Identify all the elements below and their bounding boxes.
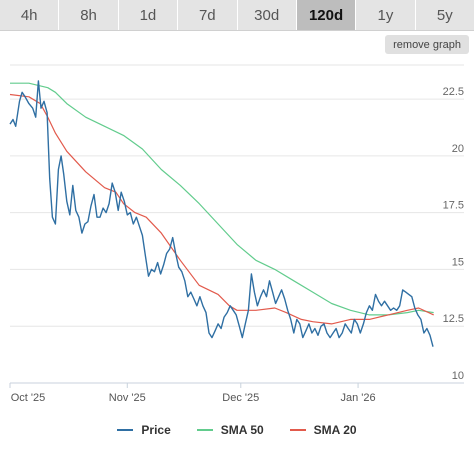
legend-swatch-sma50 <box>196 429 213 431</box>
timeframe-tabs: 4h 8h 1d 7d 30d 120d 1y 5y <box>0 0 474 31</box>
price-line <box>9 80 434 347</box>
y-tick-label: 20 <box>452 143 464 155</box>
x-tick-label: Oct '25 <box>11 392 46 404</box>
tab-4h[interactable]: 4h <box>0 0 60 30</box>
legend-swatch-sma20 <box>289 429 306 431</box>
sma50-line <box>10 82 434 316</box>
tab-30d[interactable]: 30d <box>238 0 297 30</box>
chart-legend: Price SMA 50 SMA 20 <box>0 420 474 440</box>
remove-graph-button[interactable]: remove graph <box>385 35 469 54</box>
y-axis-labels: 10 12.5 15 17.5 20 22.5 <box>443 86 464 382</box>
legend-item-price[interactable]: Price <box>117 420 171 440</box>
series-lines <box>9 80 434 347</box>
legend-label-sma50: SMA 50 <box>220 423 264 437</box>
y-tick-label: 12.5 <box>443 313 464 325</box>
legend-item-sma20[interactable]: SMA 20 <box>289 420 357 440</box>
sma20-line <box>9 93 434 325</box>
y-tick-label: 22.5 <box>443 86 464 98</box>
x-axis-labels: Oct '25 Nov '25 Dec '25 Jan '26 <box>9 383 376 404</box>
grid-lines <box>10 64 464 384</box>
legend-item-sma50[interactable]: SMA 50 <box>196 420 264 440</box>
tab-1y[interactable]: 1y <box>356 0 416 30</box>
y-tick-label: 15 <box>452 256 464 268</box>
legend-swatch-price <box>117 429 134 431</box>
legend-label-price: Price <box>141 423 171 437</box>
legend-label-sma20: SMA 20 <box>313 423 357 437</box>
tab-8h[interactable]: 8h <box>59 0 119 30</box>
tab-5y[interactable]: 5y <box>436 6 453 24</box>
x-tick-label: Dec '25 <box>222 392 259 404</box>
tab-1d[interactable]: 1d <box>119 0 179 30</box>
price-chart: 10 12.5 15 17.5 20 22.5 Oct '25 Nov '25 Dec '25… <box>9 64 464 404</box>
x-tick-label: Jan '26 <box>340 392 375 404</box>
x-tick-label: Nov '25 <box>109 392 146 404</box>
tab-120d[interactable]: 120d <box>296 0 357 30</box>
y-tick-label: 10 <box>452 370 464 382</box>
tab-7d[interactable]: 7d <box>178 0 238 30</box>
y-tick-label: 17.5 <box>443 200 464 212</box>
